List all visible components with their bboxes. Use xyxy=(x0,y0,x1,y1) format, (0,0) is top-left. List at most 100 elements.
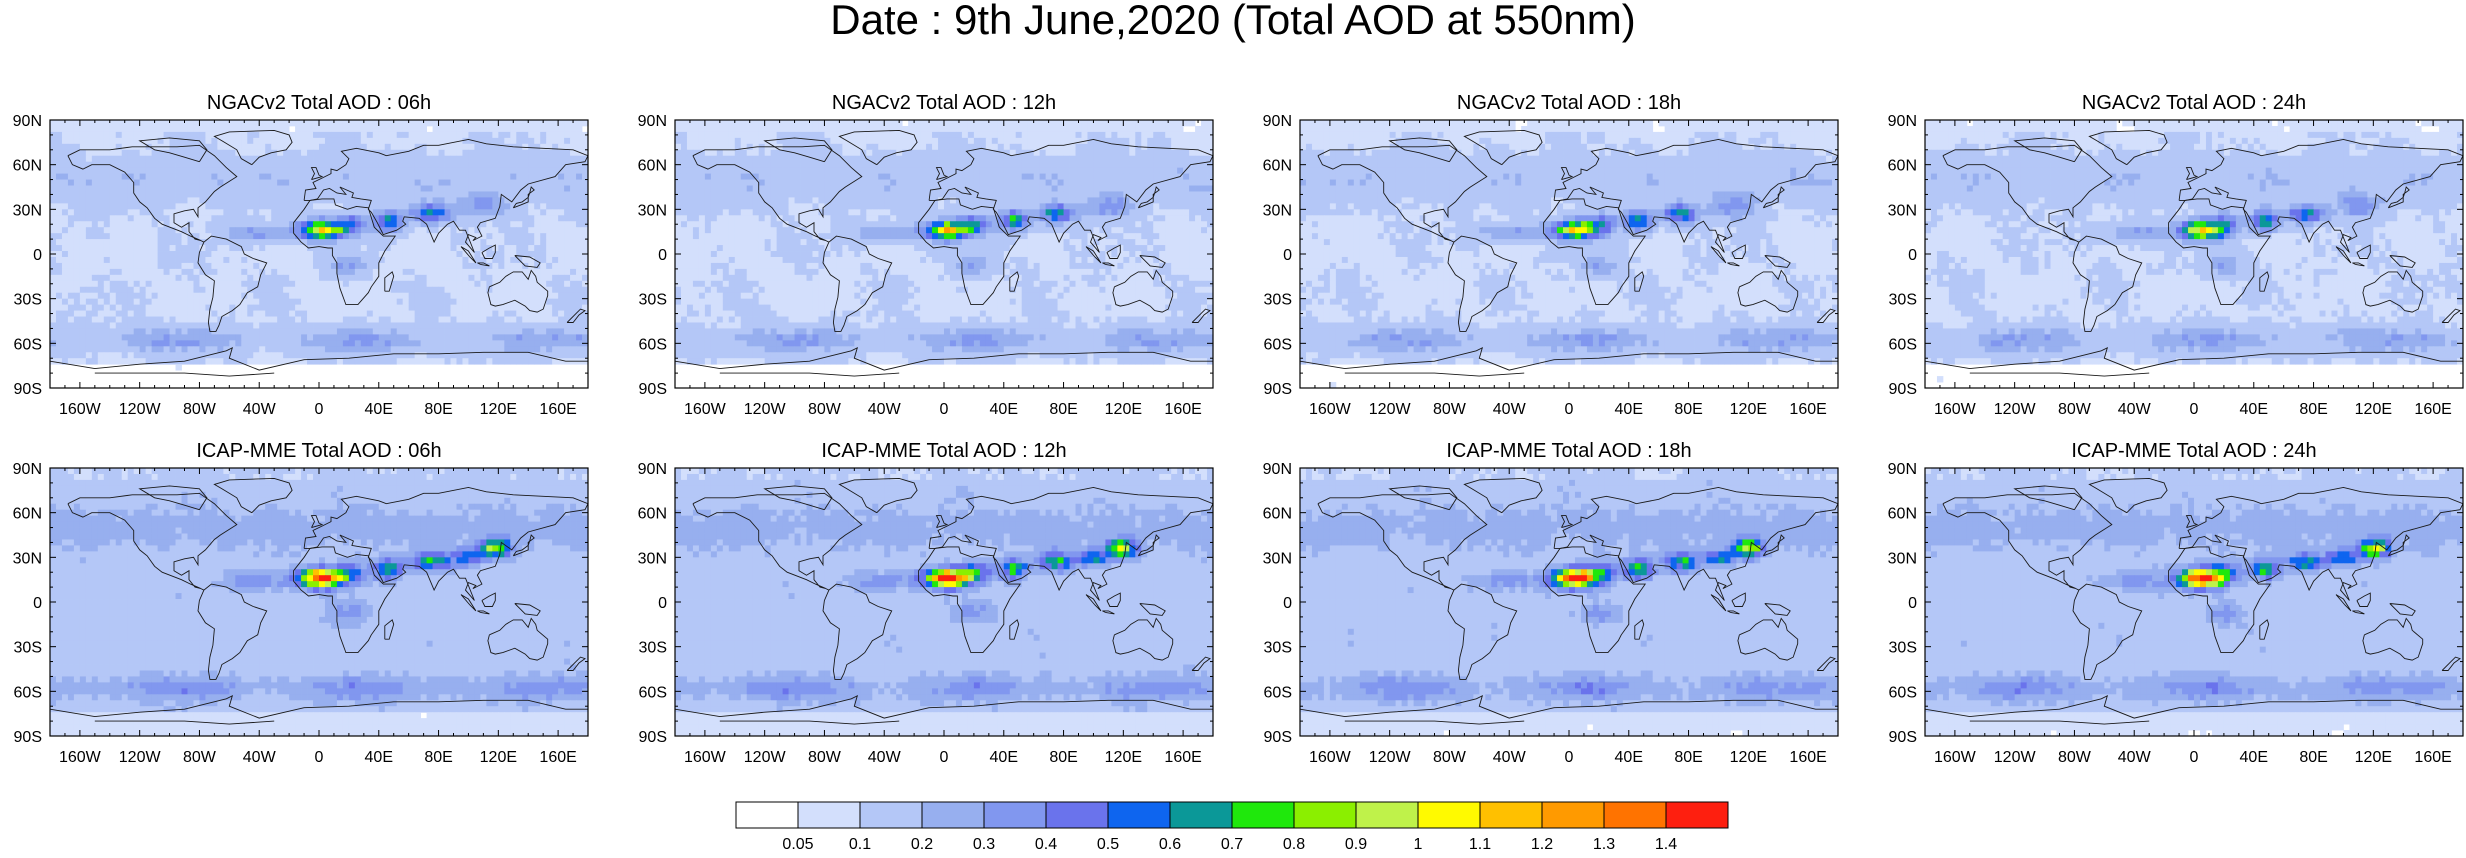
aod-cell xyxy=(164,215,170,221)
aod-cell xyxy=(759,162,765,168)
aod-cell xyxy=(152,221,158,227)
aod-cell xyxy=(474,120,480,126)
aod-cell xyxy=(468,221,474,227)
aod-cell xyxy=(122,150,128,156)
aod-cell xyxy=(265,168,271,174)
aod-cell xyxy=(546,251,552,257)
aod-cell xyxy=(223,150,229,156)
aod-cell xyxy=(86,299,92,305)
aod-cell xyxy=(313,328,319,334)
aod-cell xyxy=(956,138,962,144)
aod-cell xyxy=(1111,150,1117,156)
aod-cell xyxy=(277,263,283,269)
aod-cell xyxy=(1099,174,1105,180)
aod-cell xyxy=(122,156,128,162)
aod-cell xyxy=(223,126,229,132)
aod-cell xyxy=(570,305,576,311)
aod-cell xyxy=(908,191,914,197)
aod-cell xyxy=(62,126,68,132)
aod-cell xyxy=(313,156,319,162)
aod-cell xyxy=(540,150,546,156)
aod-cell xyxy=(409,227,415,233)
aod-cell xyxy=(962,126,968,132)
aod-cell xyxy=(445,257,451,263)
aod-cell xyxy=(391,138,397,144)
aod-cell xyxy=(211,126,217,132)
aod-cell xyxy=(241,209,247,215)
aod-cell xyxy=(687,174,693,180)
aod-cell xyxy=(950,144,956,150)
aod-cell xyxy=(122,328,128,334)
aod-cell xyxy=(920,150,926,156)
aod-cell xyxy=(474,245,480,251)
aod-cell xyxy=(116,275,122,281)
aod-cell xyxy=(1153,150,1159,156)
aod-cell xyxy=(1129,180,1135,186)
aod-cell xyxy=(104,322,110,328)
aod-cell xyxy=(932,144,938,150)
aod-cell xyxy=(343,340,349,346)
aod-cell xyxy=(403,203,409,209)
aod-cell xyxy=(439,311,445,317)
aod-cell xyxy=(176,275,182,281)
aod-cell xyxy=(68,197,74,203)
aod-cell xyxy=(576,263,582,269)
aod-cell xyxy=(498,132,504,138)
aod-cell xyxy=(193,126,199,132)
aod-cell xyxy=(289,251,295,257)
aod-cell xyxy=(480,156,486,162)
aod-cell xyxy=(56,311,62,317)
aod-cell xyxy=(1111,186,1117,192)
aod-cell xyxy=(920,180,926,186)
aod-cell xyxy=(938,162,944,168)
aod-cell xyxy=(1153,174,1159,180)
aod-cell xyxy=(170,317,176,323)
aod-cell xyxy=(1183,150,1189,156)
aod-cell xyxy=(1087,126,1093,132)
aod-cell xyxy=(486,227,492,233)
aod-cell xyxy=(110,227,116,233)
aod-cell xyxy=(818,186,824,192)
aod-cell xyxy=(980,126,986,132)
aod-cell xyxy=(474,215,480,221)
aod-cell xyxy=(229,215,235,221)
aod-cell xyxy=(152,191,158,197)
aod-cell xyxy=(361,186,367,192)
aod-cell xyxy=(295,180,301,186)
aod-cell xyxy=(289,150,295,156)
aod-cell xyxy=(884,162,890,168)
aod-cell xyxy=(516,233,522,239)
aod-cell xyxy=(980,138,986,144)
aod-cell xyxy=(140,168,146,174)
aod-cell xyxy=(211,215,217,221)
aod-cell xyxy=(158,263,164,269)
aod-cell xyxy=(313,334,319,340)
aod-cell xyxy=(205,334,211,340)
aod-cell xyxy=(1087,162,1093,168)
aod-cell xyxy=(277,239,283,245)
aod-cell xyxy=(140,221,146,227)
aod-cell xyxy=(80,263,86,269)
aod-cell xyxy=(271,352,277,358)
aod-cell xyxy=(451,245,457,251)
aod-cell xyxy=(152,328,158,334)
aod-cell xyxy=(391,346,397,352)
aod-cell xyxy=(176,186,182,192)
aod-cell xyxy=(355,346,361,352)
aod-cell xyxy=(199,138,205,144)
aod-cell xyxy=(235,233,241,239)
aod-cell xyxy=(421,203,427,209)
aod-cell xyxy=(480,186,486,192)
aod-cell xyxy=(1201,126,1207,132)
aod-cell xyxy=(462,328,468,334)
aod-cell xyxy=(1099,180,1105,186)
aod-cell xyxy=(534,358,540,364)
aod-cell xyxy=(92,358,98,364)
aod-cell xyxy=(998,162,1004,168)
aod-cell xyxy=(1070,126,1076,132)
aod-cell xyxy=(193,174,199,180)
aod-cell xyxy=(974,156,980,162)
aod-cell xyxy=(1081,156,1087,162)
aod-cell xyxy=(355,317,361,323)
aod-cell xyxy=(433,120,439,126)
